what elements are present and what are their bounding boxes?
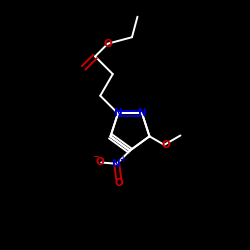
Text: +: + [119, 155, 125, 164]
Text: N: N [138, 108, 146, 118]
Text: O: O [115, 178, 124, 188]
Text: O: O [96, 157, 104, 167]
Text: N: N [114, 108, 122, 118]
Text: O: O [104, 39, 113, 49]
Text: N: N [112, 159, 121, 169]
Text: O: O [161, 140, 170, 150]
Text: −: − [92, 152, 99, 162]
